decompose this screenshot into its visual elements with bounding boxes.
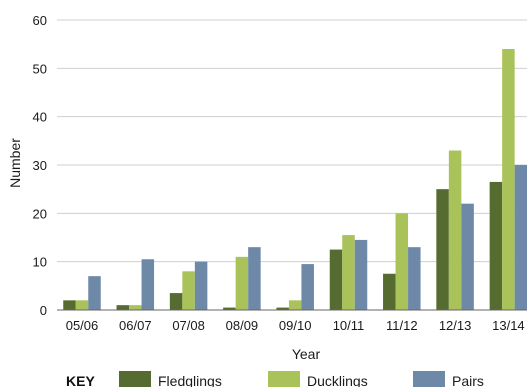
legend-label-fledglings: Fledglings xyxy=(158,373,222,387)
bars xyxy=(63,49,527,310)
bar-fledglings xyxy=(329,249,343,310)
bar-ducklings xyxy=(448,150,462,310)
y-tick-label: 10 xyxy=(33,255,47,270)
legend-label-pairs: Pairs xyxy=(452,373,484,387)
bar-ducklings xyxy=(182,271,195,310)
bar-ducklings xyxy=(502,49,515,310)
y-tick-labels: 0 10 20 30 40 50 60 xyxy=(33,13,47,318)
x-tick-label: 10/11 xyxy=(333,318,365,333)
y-tick-label: 50 xyxy=(33,61,47,76)
bar-fledglings xyxy=(116,305,130,310)
y-axis-title: Number xyxy=(7,138,23,188)
x-tick-label: 05/06 xyxy=(66,318,99,333)
bar-fledglings xyxy=(489,181,503,310)
bar-pairs xyxy=(301,264,314,310)
y-tick-label: 40 xyxy=(33,110,47,125)
bar-ducklings xyxy=(342,235,355,310)
legend: KEY Fledglings Ducklings Pairs xyxy=(66,371,484,387)
legend-swatch-fledglings xyxy=(119,371,151,387)
y-tick-label: 20 xyxy=(33,206,47,221)
bar-pairs xyxy=(514,165,527,310)
bar-pairs xyxy=(88,276,101,310)
bar-fledglings xyxy=(169,293,183,310)
legend-swatch-ducklings xyxy=(268,371,300,387)
bar-pairs xyxy=(141,259,155,310)
x-tick-label: 13/14 xyxy=(492,318,525,333)
x-tick-label: 06/07 xyxy=(119,318,152,333)
bar-ducklings xyxy=(395,213,409,310)
x-tick-label: 09/10 xyxy=(279,318,312,333)
x-tick-label: 11/12 xyxy=(386,318,418,333)
bar-fledglings xyxy=(436,189,449,310)
legend-title: KEY xyxy=(66,373,95,387)
bar-ducklings xyxy=(129,305,142,310)
bar-fledglings xyxy=(63,300,76,310)
y-tick-label: 60 xyxy=(33,13,47,28)
bar-pairs xyxy=(194,261,208,310)
bar-ducklings xyxy=(288,300,302,310)
y-tick-label: 0 xyxy=(40,303,47,318)
x-tick-label: 08/09 xyxy=(226,318,259,333)
bar-fledglings xyxy=(223,307,236,310)
bar-pairs xyxy=(354,239,368,310)
bar-fledglings xyxy=(276,307,289,310)
y-tick-label: 30 xyxy=(33,158,47,173)
legend-label-ducklings: Ducklings xyxy=(307,373,368,387)
bar-pairs xyxy=(248,247,261,310)
legend-swatch-pairs xyxy=(413,371,445,387)
bar-fledglings xyxy=(383,273,396,310)
x-axis-title: Year xyxy=(292,346,321,362)
bar-ducklings xyxy=(235,256,249,310)
bar-pairs xyxy=(461,203,474,310)
bar-ducklings xyxy=(75,300,89,310)
bar-pairs xyxy=(408,247,421,310)
x-tick-label: 12/13 xyxy=(439,318,472,333)
x-tick-label: 07/08 xyxy=(172,318,205,333)
x-tick-labels: 05/06 06/07 07/08 08/09 09/10 10/11 11/12 12/13… xyxy=(66,318,525,333)
